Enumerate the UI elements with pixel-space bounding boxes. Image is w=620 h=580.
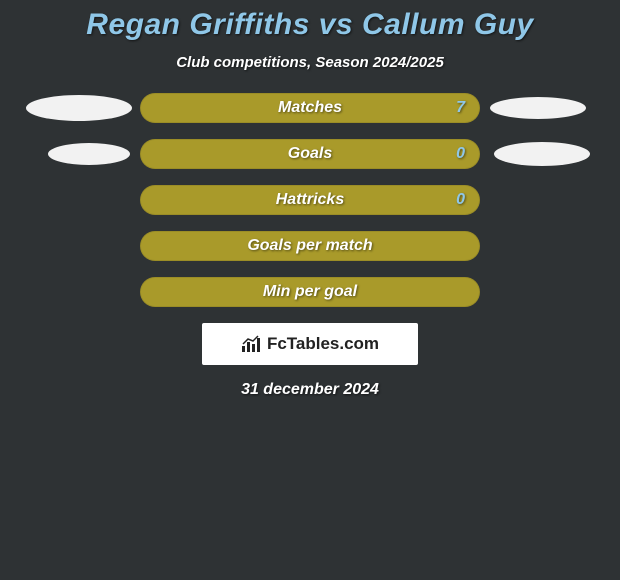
logo: FcTables.com	[241, 334, 379, 354]
right-ellipse	[490, 97, 586, 119]
left-side	[20, 139, 140, 169]
stat-bar: Matches 7	[140, 93, 480, 123]
stat-row: Goals per match	[0, 231, 620, 261]
right-side	[480, 93, 600, 123]
logo-text: FcTables.com	[267, 334, 379, 354]
stat-label: Min per goal	[263, 283, 357, 301]
stat-bar: Goals 0	[140, 139, 480, 169]
stat-label: Hattricks	[276, 191, 344, 209]
date-text: 31 december 2024	[0, 381, 620, 399]
left-side	[20, 185, 140, 215]
stat-rows: Matches 7 Goals 0 Hattricks 0 Goals per match M…	[0, 93, 620, 307]
left-side	[20, 277, 140, 307]
right-side	[480, 231, 600, 261]
left-side	[20, 93, 140, 123]
stat-row: Hattricks 0	[0, 185, 620, 215]
stat-label: Matches	[278, 99, 342, 117]
stat-bar: Goals per match	[140, 231, 480, 261]
subtitle: Club competitions, Season 2024/2025	[0, 54, 620, 71]
stat-bar: Min per goal	[140, 277, 480, 307]
right-side	[480, 185, 600, 215]
stat-value: 0	[456, 191, 465, 209]
right-side	[480, 139, 600, 169]
left-ellipse	[26, 95, 132, 121]
right-ellipse	[494, 142, 590, 166]
logo-box: FcTables.com	[202, 323, 418, 365]
stat-row: Min per goal	[0, 277, 620, 307]
stat-label: Goals per match	[247, 237, 372, 255]
page-title: Regan Griffiths vs Callum Guy	[0, 8, 620, 42]
left-ellipse	[48, 143, 130, 165]
left-side	[20, 231, 140, 261]
stat-label: Goals	[288, 145, 332, 163]
stat-row: Matches 7	[0, 93, 620, 123]
stat-bar: Hattricks 0	[140, 185, 480, 215]
stat-value: 7	[456, 99, 465, 117]
stat-value: 0	[456, 145, 465, 163]
stat-row: Goals 0	[0, 139, 620, 169]
right-side	[480, 277, 600, 307]
infographic-container: Regan Griffiths vs Callum Guy Club compe…	[0, 0, 620, 580]
chart-icon	[241, 335, 263, 353]
